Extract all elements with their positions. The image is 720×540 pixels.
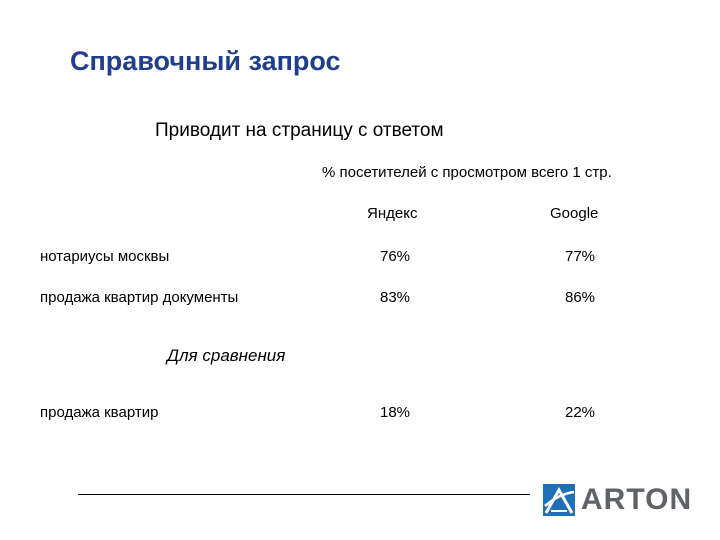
cell-yandex: 83%: [380, 289, 411, 306]
cell-yandex: 76%: [380, 248, 411, 265]
cell-google: 22%: [565, 404, 596, 421]
arton-logo-text: ARTON: [581, 483, 693, 516]
row-label: продажа квартир: [40, 404, 159, 421]
column-header-yandex: Яндекс: [367, 205, 418, 222]
arton-logo-mark-icon: [543, 484, 575, 516]
slide-title: Справочный запрос: [70, 46, 341, 76]
row-label: продажа квартир документы: [40, 289, 239, 306]
footer-divider: [78, 494, 530, 495]
cell-google: 86%: [565, 289, 596, 306]
column-header-google: Google: [550, 205, 599, 222]
metric-caption: % посетителей с просмотром всего 1 стр.: [322, 164, 612, 181]
cell-yandex: 18%: [380, 404, 411, 421]
arton-logo: ARTON: [543, 480, 692, 520]
comparison-label: Для сравнения: [167, 346, 286, 365]
slide-subtitle: Приводит на страницу с ответом: [155, 120, 444, 141]
cell-google: 77%: [565, 248, 596, 265]
row-label: нотариусы москвы: [40, 248, 170, 265]
